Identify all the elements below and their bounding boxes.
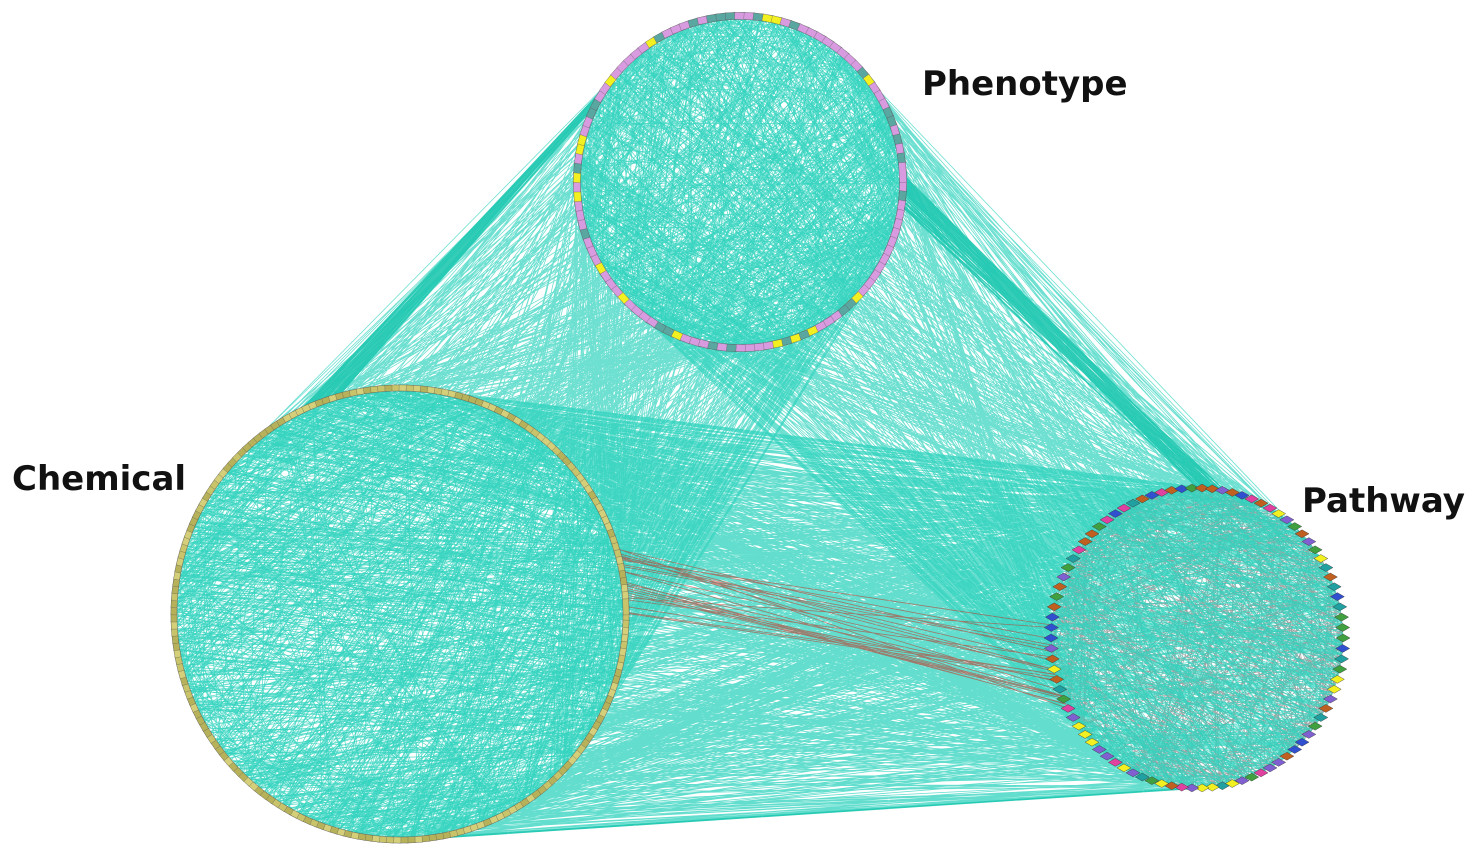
node: [1327, 583, 1341, 591]
group-label: Pathway: [1302, 481, 1465, 521]
group-label: Phenotype: [922, 64, 1128, 104]
edges: [174, 16, 1343, 840]
network-diagram: Phenotype Chemical Pathway: [0, 0, 1468, 846]
node: [899, 162, 907, 182]
group-label: Chemical: [12, 459, 186, 499]
page: Phenotype Chemical Pathway (() => { cons…: [0, 0, 1468, 846]
node: [623, 599, 629, 615]
